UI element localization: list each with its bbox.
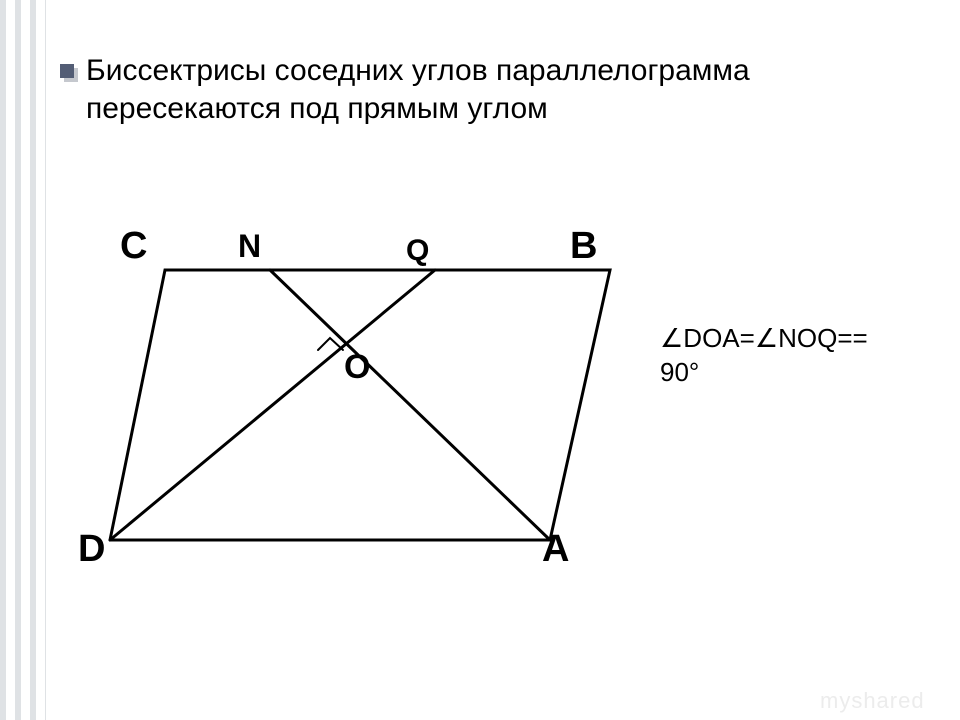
label-O: O	[344, 348, 370, 387]
label-N: N	[238, 228, 261, 265]
bisector-AN	[270, 270, 550, 540]
label-D: D	[78, 528, 105, 571]
equation: ∠DOA=∠NOQ== 90°	[660, 322, 868, 390]
label-B: B	[570, 225, 597, 268]
label-C: C	[120, 225, 147, 268]
bisector-DQ	[110, 270, 435, 540]
equation-line-1: ∠DOA=∠NOQ==	[660, 323, 868, 353]
slide: Биссектрисы соседних углов параллелограм…	[0, 0, 960, 720]
parallelogram	[110, 270, 610, 540]
label-A: A	[542, 528, 569, 571]
equation-line-2: 90°	[660, 357, 699, 387]
watermark: myshared	[820, 688, 925, 714]
label-Q: Q	[406, 234, 429, 268]
